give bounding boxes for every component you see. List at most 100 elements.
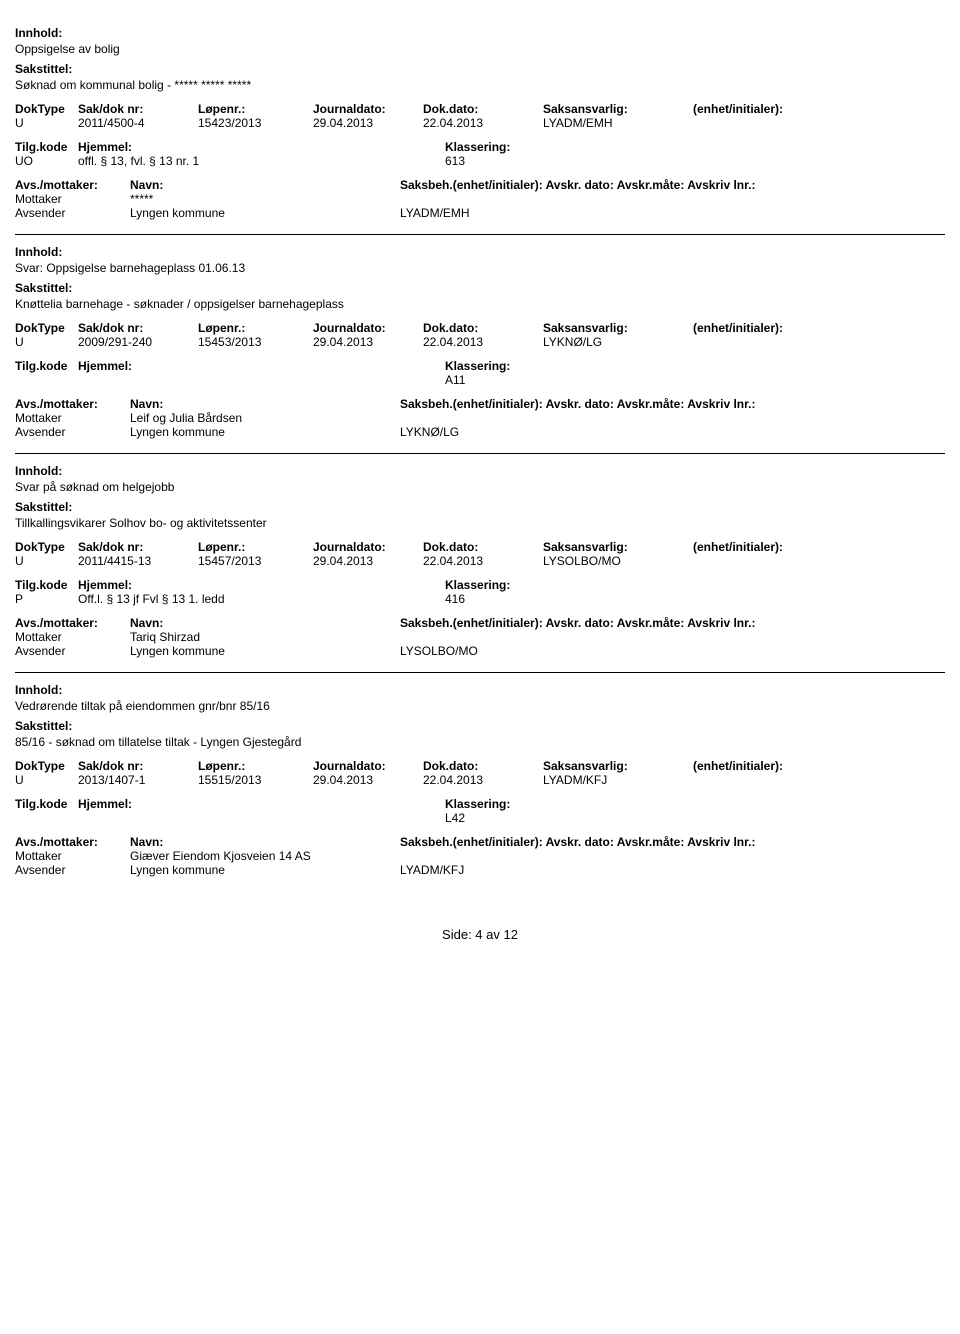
saksansvarlig-header: Saksansvarlig: [543,540,693,554]
enhet-header: (enhet/initialer): [693,102,783,116]
sakdok-header: Sak/dok nr: [78,759,198,773]
navn-header: Navn: [130,178,400,192]
party-role: Mottaker [15,630,130,644]
klassering-value: A11 [445,373,465,387]
innhold-value: Svar på søknad om helgejobb [15,480,945,494]
dokdato-header: Dok.dato: [423,102,543,116]
sakstittel-value: Tillkallingsvikarer Solhov bo- og aktivi… [15,516,945,530]
innhold-label: Innhold: [15,683,945,697]
sakdok-value: 2011/4415-13 [78,554,198,568]
party-name: Leif og Julia Bårdsen [130,411,400,425]
sakstittel-label: Sakstittel: [15,500,945,514]
tilgkode-value: P [15,592,78,606]
klassering-value: L42 [445,811,465,825]
party-role: Avsender [15,863,130,877]
doktype-header: DokType [15,321,78,335]
sakstittel-value: 85/16 - søknad om tillatelse tiltak - Ly… [15,735,945,749]
party-role: Mottaker [15,849,130,863]
party-name: ***** [130,192,400,206]
hjemmel-header: Hjemmel: [78,578,445,592]
saksansvarlig-value: LYSOLBO/MO [543,554,693,568]
dokdato-header: Dok.dato: [423,759,543,773]
lopenr-value: 15453/2013 [198,335,313,349]
sakdok-header: Sak/dok nr: [78,102,198,116]
party-role: Mottaker [15,411,130,425]
divider [15,234,945,235]
dokdato-value: 22.04.2013 [423,554,543,568]
party-role: Avsender [15,425,130,439]
party-name: Tariq Shirzad [130,630,400,644]
innhold-value: Vedrørende tiltak på eiendommen gnr/bnr … [15,699,945,713]
saksansvarlig-value: LYADM/KFJ [543,773,693,787]
saksbeh-header: Saksbeh.(enhet/initialer): Avskr. dato: … [400,835,755,849]
sakstittel-value: Søknad om kommunal bolig - ***** ***** *… [15,78,945,92]
saksansvarlig-header: Saksansvarlig: [543,321,693,335]
doktype-value: U [15,773,78,787]
party-name: Lyngen kommune [130,644,400,658]
journaldato-header: Journaldato: [313,540,423,554]
divider [15,453,945,454]
lopenr-value: 15423/2013 [198,116,313,130]
lopenr-header: Løpenr.: [198,102,313,116]
party-role: Avsender [15,206,130,220]
party-name: Lyngen kommune [130,863,400,877]
tilgkode-header: Tilg.kode [15,797,78,811]
lopenr-header: Løpenr.: [198,759,313,773]
tilgkode-header: Tilg.kode [15,140,78,154]
divider [15,672,945,673]
innhold-label: Innhold: [15,245,945,259]
dokdato-header: Dok.dato: [423,540,543,554]
hjemmel-value [78,373,445,387]
klassering-value: 416 [445,592,465,606]
dokdato-header: Dok.dato: [423,321,543,335]
tilgkode-header: Tilg.kode [15,578,78,592]
journaldato-header: Journaldato: [313,321,423,335]
journaldato-value: 29.04.2013 [313,335,423,349]
sakstittel-label: Sakstittel: [15,281,945,295]
klassering-header: Klassering: [445,578,510,592]
record: Innhold: Oppsigelse av bolig Sakstittel:… [15,26,945,220]
tilgkode-value [15,811,78,825]
hjemmel-value: Off.l. § 13 jf Fvl § 13 1. ledd [78,592,445,606]
avsmottaker-header: Avs./mottaker: [15,835,130,849]
saksbeh-header: Saksbeh.(enhet/initialer): Avskr. dato: … [400,616,755,630]
dokdato-value: 22.04.2013 [423,116,543,130]
sakdok-value: 2009/291-240 [78,335,198,349]
innhold-value: Svar: Oppsigelse barnehageplass 01.06.13 [15,261,945,275]
sakdok-header: Sak/dok nr: [78,321,198,335]
hjemmel-header: Hjemmel: [78,359,445,373]
record: Innhold: Vedrørende tiltak på eiendommen… [15,683,945,877]
tilgkode-value: UO [15,154,78,168]
page-footer: Side: 4 av 12 [15,927,945,942]
party-name: Lyngen kommune [130,206,400,220]
saksbeh-header: Saksbeh.(enhet/initialer): Avskr. dato: … [400,178,755,192]
journaldato-value: 29.04.2013 [313,554,423,568]
journaldato-header: Journaldato: [313,759,423,773]
avsmottaker-header: Avs./mottaker: [15,616,130,630]
saksansvarlig-header: Saksansvarlig: [543,102,693,116]
navn-header: Navn: [130,835,400,849]
enhet-header: (enhet/initialer): [693,540,783,554]
navn-header: Navn: [130,616,400,630]
avsmottaker-header: Avs./mottaker: [15,397,130,411]
avsmottaker-header: Avs./mottaker: [15,178,130,192]
doktype-header: DokType [15,759,78,773]
klassering-header: Klassering: [445,359,510,373]
hjemmel-header: Hjemmel: [78,797,445,811]
lopenr-header: Løpenr.: [198,540,313,554]
navn-header: Navn: [130,397,400,411]
sakdok-value: 2013/1407-1 [78,773,198,787]
party-name: Lyngen kommune [130,425,400,439]
klassering-value: 613 [445,154,465,168]
innhold-label: Innhold: [15,464,945,478]
party-code: LYADM/KFJ [400,863,464,877]
doktype-value: U [15,116,78,130]
tilgkode-value [15,373,78,387]
record: Innhold: Svar: Oppsigelse barnehageplass… [15,245,945,439]
klassering-header: Klassering: [445,140,510,154]
enhet-header: (enhet/initialer): [693,759,783,773]
hjemmel-value: offl. § 13, fvl. § 13 nr. 1 [78,154,445,168]
doktype-header: DokType [15,102,78,116]
sakstittel-label: Sakstittel: [15,62,945,76]
party-code: LYSOLBO/MO [400,644,478,658]
